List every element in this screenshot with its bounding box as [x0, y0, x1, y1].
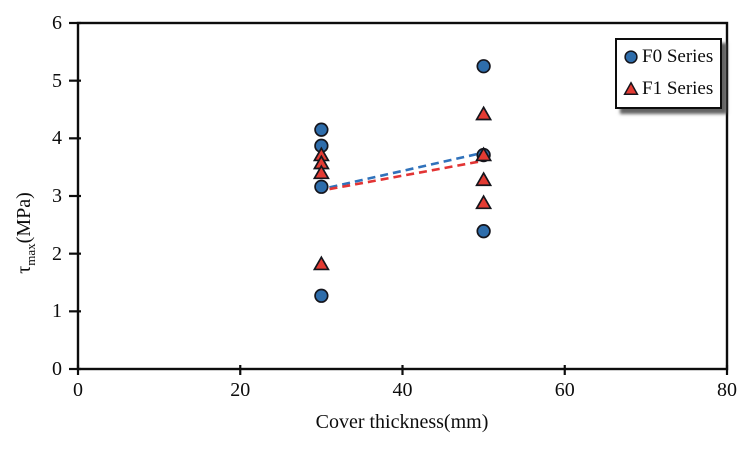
f1-series-point	[312, 255, 330, 271]
legend-circle-marker-icon	[624, 50, 638, 64]
f1-series-point	[312, 164, 330, 180]
y-tick-label: 2	[52, 242, 62, 265]
legend-item-f0-series: F0 Series	[623, 44, 713, 70]
x-tick-label: 80	[717, 379, 737, 401]
y-tick-label: 5	[52, 69, 62, 92]
f0-series-point	[476, 59, 491, 74]
x-tick-label: 20	[230, 379, 251, 401]
y-tick-label: 1	[52, 300, 62, 323]
legend-item-f1-series: F1 Series	[623, 76, 713, 102]
x-tick-label: 40	[392, 379, 413, 401]
y-tick-label: 3	[52, 185, 62, 207]
y-tick-label: 4	[52, 127, 62, 150]
y-tick-label: 6	[52, 12, 62, 34]
f0-series-point	[314, 288, 329, 303]
f1-series-point	[475, 105, 493, 121]
f0-series-point	[314, 179, 329, 194]
f0-series-point	[314, 122, 329, 137]
legend: F0 Series F1 Series	[615, 38, 723, 109]
f0-series-point	[476, 224, 491, 239]
y-axis-title-symbol: τ	[13, 265, 35, 274]
legend-label: F1 Series	[642, 78, 714, 99]
f1-series-trend-line	[329, 160, 481, 191]
f1-series-point	[475, 171, 493, 187]
x-tick-label: 0	[73, 379, 83, 401]
f1-series-point	[475, 146, 493, 162]
y-axis-title: τmax(MPa)	[9, 155, 39, 311]
legend-triangle-marker-icon	[623, 81, 639, 96]
x-tick-label: 60	[554, 379, 575, 401]
x-axis-title: Cover thickness(mm)	[315, 411, 489, 433]
f0-series-trend-line	[329, 152, 479, 189]
legend-label: F0 Series	[642, 46, 714, 67]
f1-series-point	[475, 194, 493, 210]
y-tick-label: 0	[52, 358, 62, 380]
